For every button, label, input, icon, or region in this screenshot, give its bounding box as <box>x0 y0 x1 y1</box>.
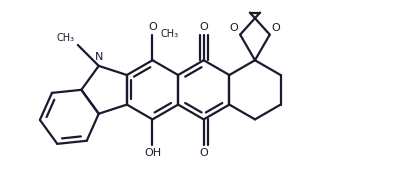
Text: O: O <box>148 22 157 32</box>
Text: N: N <box>95 52 103 62</box>
Text: O: O <box>199 148 208 158</box>
Text: O: O <box>272 23 280 33</box>
Text: OH: OH <box>144 148 161 158</box>
Text: CH₃: CH₃ <box>161 29 179 39</box>
Text: CH₃: CH₃ <box>57 33 75 43</box>
Text: O: O <box>199 22 208 32</box>
Text: O: O <box>230 23 238 33</box>
